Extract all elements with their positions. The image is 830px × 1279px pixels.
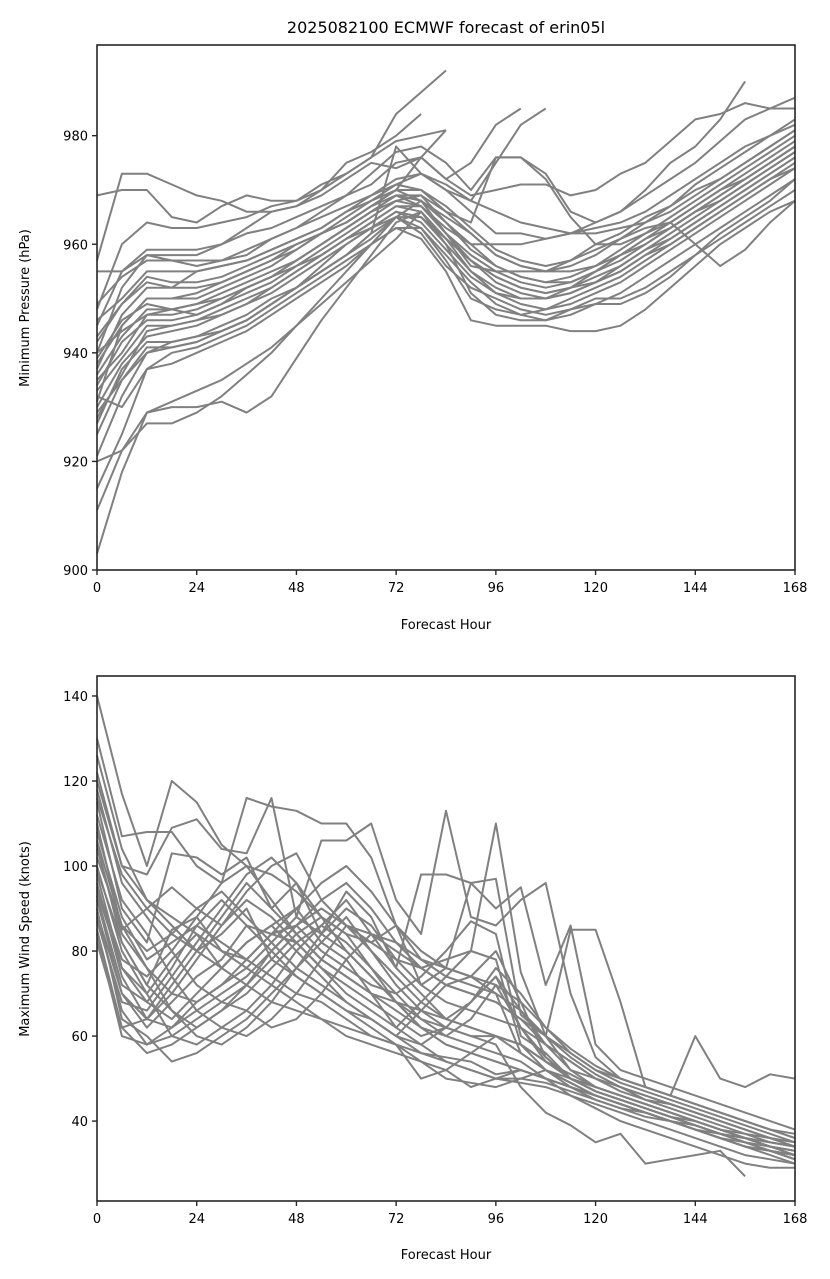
wind-x-axis-label: Forecast Hour <box>401 1248 492 1263</box>
wind-x-tick-label: 0 <box>93 1212 101 1227</box>
pressure-y-tick-label: 900 <box>63 564 88 579</box>
pressure-series-line-member-25 <box>96 129 447 365</box>
wind-x-tick-label: 120 <box>583 1212 608 1227</box>
wind-x-tick-label: 168 <box>783 1212 808 1227</box>
pressure-x-tick-label: 120 <box>583 581 608 596</box>
pressure-series-line-member-28 <box>96 156 796 392</box>
pressure-x-tick-label: 48 <box>288 581 305 596</box>
pressure-series-line-member-29 <box>96 145 796 354</box>
wind-series-line-member-28 <box>96 772 796 1148</box>
pressure-y-axis-label: Minimum Pressure (hPa) <box>18 229 33 387</box>
pressure-series-layer <box>96 69 796 554</box>
pressure-series-line-member-19 <box>96 183 796 305</box>
wind-x-tick-label: 96 <box>488 1212 505 1227</box>
wind-y-tick-label: 40 <box>71 1115 88 1130</box>
wind-y-tick-label: 120 <box>63 775 88 790</box>
pressure-series-line-member-27 <box>96 129 796 322</box>
pressure-x-tick-label: 72 <box>388 581 405 596</box>
pressure-series-line-member-6 <box>96 102 795 327</box>
pressure-x-tick-label: 96 <box>488 581 505 596</box>
pressure-x-axis-label: Forecast Hour <box>401 618 492 633</box>
pressure-y-tick-label: 920 <box>63 455 88 470</box>
pressure-y-tick-label: 960 <box>63 238 88 253</box>
pressure-series-line-member-18 <box>96 123 796 338</box>
wind-series-line-member-27 <box>96 840 796 1135</box>
wind-series-line-member-14 <box>96 848 796 1148</box>
pressure-series-line-member-21 <box>96 140 796 386</box>
chart-title: 2025082100 ECMWF forecast of erin05l <box>287 18 605 37</box>
pressure-series-line-member-13 <box>96 189 796 554</box>
pressure-y-tick-label: 940 <box>63 347 88 362</box>
pressure-series-line-member-3 <box>96 129 447 310</box>
pressure-series-line-member-12 <box>96 178 796 490</box>
wind-y-ticks: 40 60 80 100 120 140 <box>63 690 97 1130</box>
pressure-axes-frame <box>96 44 796 571</box>
wind-x-tick-label: 48 <box>288 1212 305 1227</box>
wind-series-layer <box>96 695 796 1177</box>
pressure-y-tick-label: 980 <box>63 130 88 145</box>
wind-y-axis-label: Maximum Wind Speed (knots) <box>18 841 33 1037</box>
pressure-series-line-member-4 <box>97 107 522 273</box>
pressure-y-ticks: 900 920 940 960 980 <box>63 130 97 579</box>
pressure-series-line-member-30 <box>96 167 796 414</box>
pressure-panel: 0 24 48 72 96 120 144 168 900 920 940 960 980 Forec… <box>18 44 808 633</box>
pressure-x-tick-label: 24 <box>188 581 205 596</box>
wind-y-tick-label: 60 <box>71 1030 88 1045</box>
wind-series-line-member-4 <box>96 802 796 1131</box>
pressure-x-tick-label: 0 <box>93 581 101 596</box>
wind-panel: 0 24 48 72 96 120 144 168 40 60 80 100 120 140 Forec… <box>18 675 808 1263</box>
wind-x-tick-label: 144 <box>683 1212 708 1227</box>
wind-x-ticks: 0 24 48 72 96 120 144 168 <box>93 1201 808 1227</box>
wind-series-line-member-30 <box>96 891 796 1148</box>
wind-y-tick-label: 100 <box>63 860 88 875</box>
pressure-series-line-member-1 <box>96 69 447 224</box>
wind-series-line-member-26 <box>96 869 796 1144</box>
pressure-x-tick-label: 168 <box>783 581 808 596</box>
pressure-x-ticks: 0 24 48 72 96 120 144 168 <box>93 570 808 596</box>
pressure-series-line-member-16 <box>96 199 796 409</box>
wind-series-line-member-29 <box>96 907 796 1144</box>
wind-y-tick-label: 80 <box>71 945 88 960</box>
wind-axes-frame <box>96 675 796 1202</box>
pressure-x-tick-label: 144 <box>683 581 708 596</box>
pressure-series-line-member-5 <box>96 80 746 354</box>
wind-x-tick-label: 72 <box>388 1212 405 1227</box>
wind-x-tick-label: 24 <box>188 1212 205 1227</box>
wind-y-tick-label: 140 <box>63 690 88 705</box>
